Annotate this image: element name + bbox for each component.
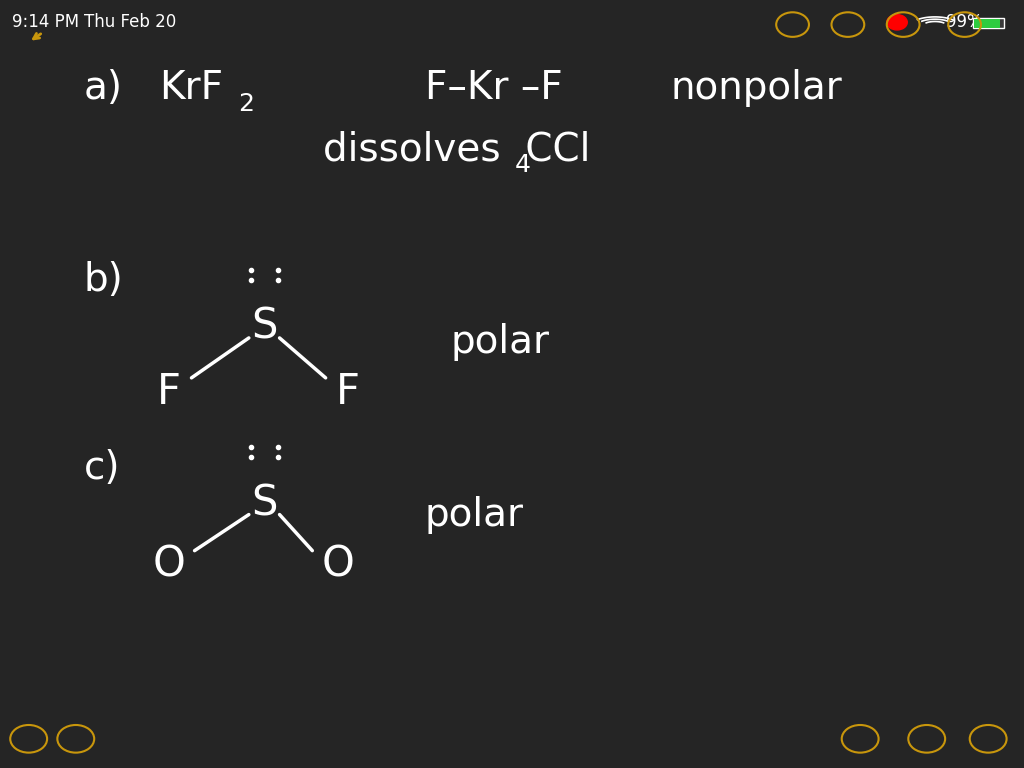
Text: S: S (251, 482, 278, 524)
Text: dissolves  CCl: dissolves CCl (323, 131, 590, 169)
Text: 4: 4 (515, 153, 531, 177)
Text: polar: polar (425, 495, 524, 534)
Text: 9:14 PM: 9:14 PM (12, 13, 80, 31)
Text: c): c) (84, 449, 121, 488)
Text: F–Kr –F: F–Kr –F (425, 69, 563, 108)
Text: nonpolar: nonpolar (671, 69, 843, 108)
Text: O: O (322, 544, 354, 585)
Text: F: F (336, 371, 360, 412)
Text: b): b) (84, 261, 124, 300)
Text: KrF: KrF (159, 69, 223, 108)
Text: 2: 2 (239, 91, 255, 116)
Text: S: S (251, 306, 278, 347)
FancyBboxPatch shape (974, 19, 1000, 28)
Text: O: O (153, 544, 185, 585)
Circle shape (887, 15, 907, 30)
Text: Thu Feb 20: Thu Feb 20 (84, 13, 176, 31)
Text: F: F (157, 371, 181, 412)
FancyBboxPatch shape (973, 18, 1004, 28)
Text: polar: polar (451, 323, 550, 361)
Text: a): a) (84, 69, 123, 108)
Text: 99%: 99% (946, 13, 983, 31)
